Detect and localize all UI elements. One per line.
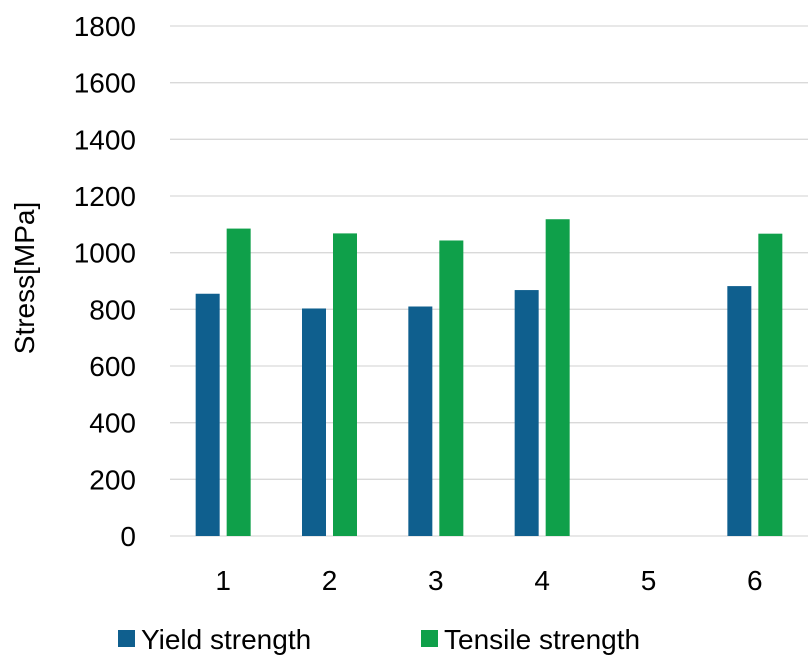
legend: Yield strength Tensile strength xyxy=(118,624,640,655)
tensile-strength-bar xyxy=(226,228,251,537)
tensile-strength-bar xyxy=(545,219,570,536)
x-tick-label: 4 xyxy=(534,565,550,596)
yield-strength-bar xyxy=(408,306,433,536)
bars xyxy=(195,219,783,537)
x-tick-labels: 1 2 3 4 5 6 xyxy=(215,565,762,596)
x-tick-label: 5 xyxy=(641,565,657,596)
x-tick-label: 6 xyxy=(747,565,763,596)
x-tick-label: 1 xyxy=(215,565,231,596)
tensile-strength-bar xyxy=(439,240,464,536)
yield-strength-bar xyxy=(302,308,326,536)
y-tick-label: 1800 xyxy=(74,11,136,42)
y-tick-label: 1200 xyxy=(74,181,136,212)
gridlines xyxy=(170,25,808,537)
tensile-strength-bar xyxy=(758,233,783,536)
legend-label-tensile: Tensile strength xyxy=(444,624,640,655)
x-tick-label: 2 xyxy=(322,565,338,596)
y-tick-label: 1400 xyxy=(74,124,136,155)
legend-label-yield: Yield strength xyxy=(141,624,311,655)
yield-strength-bar xyxy=(195,293,220,536)
tensile-strength-bar xyxy=(333,233,357,536)
y-tick-label: 400 xyxy=(89,408,136,439)
y-tick-label: 600 xyxy=(89,351,136,382)
y-axis-label: Stress[MPa] xyxy=(9,202,40,354)
y-tick-label: 200 xyxy=(89,464,136,495)
y-tick-label: 0 xyxy=(120,521,136,552)
yield-strength-bar xyxy=(727,286,752,536)
y-tick-label: 1000 xyxy=(74,238,136,269)
y-tick-label: 800 xyxy=(89,294,136,325)
legend-swatch-tensile xyxy=(421,630,438,647)
legend-swatch-yield xyxy=(118,630,135,647)
y-tick-labels: 0 200 400 600 800 1000 1200 1400 1600 1800 xyxy=(74,11,136,552)
y-tick-label: 1600 xyxy=(74,68,136,99)
x-tick-label: 3 xyxy=(428,565,444,596)
yield-strength-bar xyxy=(514,290,539,536)
